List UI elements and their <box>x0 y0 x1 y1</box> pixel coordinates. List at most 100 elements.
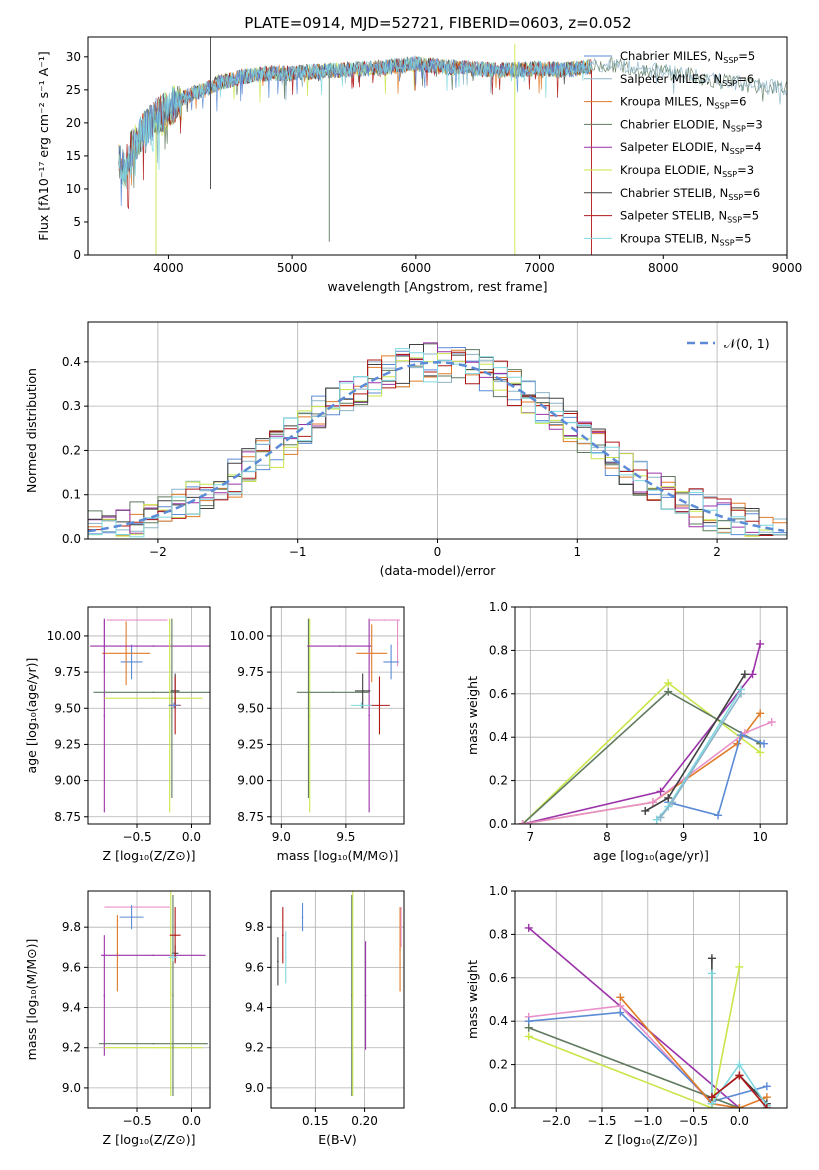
data-point <box>332 691 334 694</box>
plot-area <box>98 891 208 1096</box>
y-tick-label: 9.8 <box>245 920 264 934</box>
axes-frame <box>270 606 405 825</box>
y-tick-label: 0.0 <box>489 817 508 831</box>
series-line <box>522 712 761 824</box>
series-marker <box>748 670 757 679</box>
y-tick-label: 0.1 <box>62 488 81 502</box>
y-tick-label: 15 <box>66 149 81 163</box>
data-point <box>338 645 341 647</box>
x-tick-label: 7 <box>527 830 535 844</box>
x-tick-label: 0.0 <box>730 1114 749 1128</box>
series-line <box>711 973 768 1107</box>
y-tick-label: 30 <box>66 50 81 64</box>
x-axis-label: wavelength [Angstrom, rest frame] <box>327 279 547 294</box>
chart-age_vs_mass: 9.0 9.5 8.75 9.00 9.25 9.50 9.75 10.00 mass [log… <box>230 606 405 863</box>
series-line <box>619 996 768 1108</box>
y-tick-label: 10 <box>66 182 81 196</box>
spectrum-line-salpeter_stelib <box>118 56 593 209</box>
x-axis-label: mass [log₁₀(M/M⊙)] <box>277 848 399 863</box>
plot-area <box>88 342 787 539</box>
legend-label: Kroupa MILES, NSSP=6 <box>620 95 746 111</box>
series-marker <box>762 1104 771 1108</box>
legend-label: Kroupa STELIB, NSSP=5 <box>620 231 751 247</box>
y-tick-label: 0.2 <box>62 443 81 457</box>
data-point <box>171 707 173 710</box>
x-tick-label: −1.0 <box>633 1114 662 1128</box>
y-tick-label: 10.00 <box>230 629 264 643</box>
series-marker <box>735 1060 744 1069</box>
data-point <box>351 992 354 995</box>
hist-step-kroupa_stelib <box>88 348 787 539</box>
data-point <box>116 952 119 955</box>
series-line <box>528 927 740 1108</box>
y-tick-label: 0.4 <box>489 1014 508 1028</box>
series-line <box>528 966 741 1108</box>
plot-area <box>90 618 210 813</box>
series-marker <box>714 811 723 820</box>
y-tick-label: 9.4 <box>62 1001 81 1015</box>
series-line <box>522 721 773 824</box>
x-axis-label: (data-model)/error <box>380 563 497 578</box>
data-point <box>125 652 127 655</box>
y-tick-label: 9.25 <box>54 737 81 751</box>
data-point <box>130 661 133 663</box>
y-tick-label: 9.6 <box>62 960 81 974</box>
series-marker <box>707 954 716 963</box>
y-axis-label: mass [log₁₀(M/M⊙)] <box>24 939 39 1061</box>
chart-massweight_vs_age: 7 8 9 10 0.0 0.2 0.4 0.6 0.8 1.0 age [log₁₀(age/yr… <box>465 600 788 863</box>
y-tick-label: 0.6 <box>489 971 508 985</box>
y-axis-label: Normed distribution <box>24 368 39 493</box>
y-tick-label: 0.4 <box>62 355 81 369</box>
data-point <box>396 642 399 644</box>
data-point <box>169 992 172 995</box>
plot-area <box>118 37 787 255</box>
y-tick-label: 0.6 <box>489 687 508 701</box>
y-tick-label: 9.0 <box>245 1081 264 1095</box>
data-point <box>390 661 392 663</box>
x-tick-label: −1.5 <box>587 1114 616 1128</box>
y-tick-label: 0.4 <box>489 730 508 744</box>
y-tick-label: 9.00 <box>54 774 81 788</box>
series-marker <box>664 678 673 687</box>
data-point <box>152 954 155 957</box>
data-point <box>152 697 155 699</box>
plot-area <box>524 923 771 1108</box>
data-point <box>103 714 106 717</box>
series-marker <box>518 820 527 824</box>
series-marker <box>524 1023 533 1032</box>
axes-frame <box>87 890 211 1109</box>
figure-title: PLATE=0914, MJD=52721, FIBERID=0603, z=0… <box>244 14 631 32</box>
axes-frame <box>514 890 788 1109</box>
x-tick-label: 1 <box>573 545 581 559</box>
legend-label: Salpeter STELIB, NSSP=5 <box>620 209 759 225</box>
data-point <box>136 619 138 621</box>
y-axis-label: mass weight <box>465 960 480 1039</box>
data-point <box>152 1046 155 1049</box>
y-tick-label: 9.6 <box>245 960 264 974</box>
series-marker <box>641 806 650 815</box>
normal-curve <box>88 361 785 533</box>
spectrum-legend: Chabrier MILES, NSSP=5 Salpeter MILES, NS… <box>584 49 763 247</box>
data-point <box>282 934 284 937</box>
legend-label: Salpeter MILES, NSSP=6 <box>620 72 754 88</box>
x-tick-label: 8 <box>603 830 611 844</box>
x-tick-label: 2 <box>713 545 721 559</box>
y-tick-label: 9.2 <box>62 1041 81 1055</box>
series-marker <box>707 1093 716 1102</box>
spectrum-line-kroupa_stelib <box>118 56 593 187</box>
plot-area <box>296 618 401 813</box>
series-line <box>522 681 761 824</box>
data-point <box>284 956 287 959</box>
y-tick-label: 0 <box>73 248 81 262</box>
series-marker <box>756 709 765 718</box>
data-point <box>308 714 311 717</box>
x-tick-label: 9000 <box>772 261 803 275</box>
series-marker <box>664 687 673 696</box>
y-tick-label: 0.0 <box>62 532 81 546</box>
data-point <box>350 994 353 997</box>
series-marker <box>616 1008 625 1017</box>
series-marker <box>616 993 625 1002</box>
data-point <box>172 994 174 997</box>
chart-massweight_vs_Z: −2.0 −1.5 −1.0 −0.5 0.0 0.0 0.2 0.4 0.6 0.8 1.0 Z [… <box>465 884 788 1147</box>
